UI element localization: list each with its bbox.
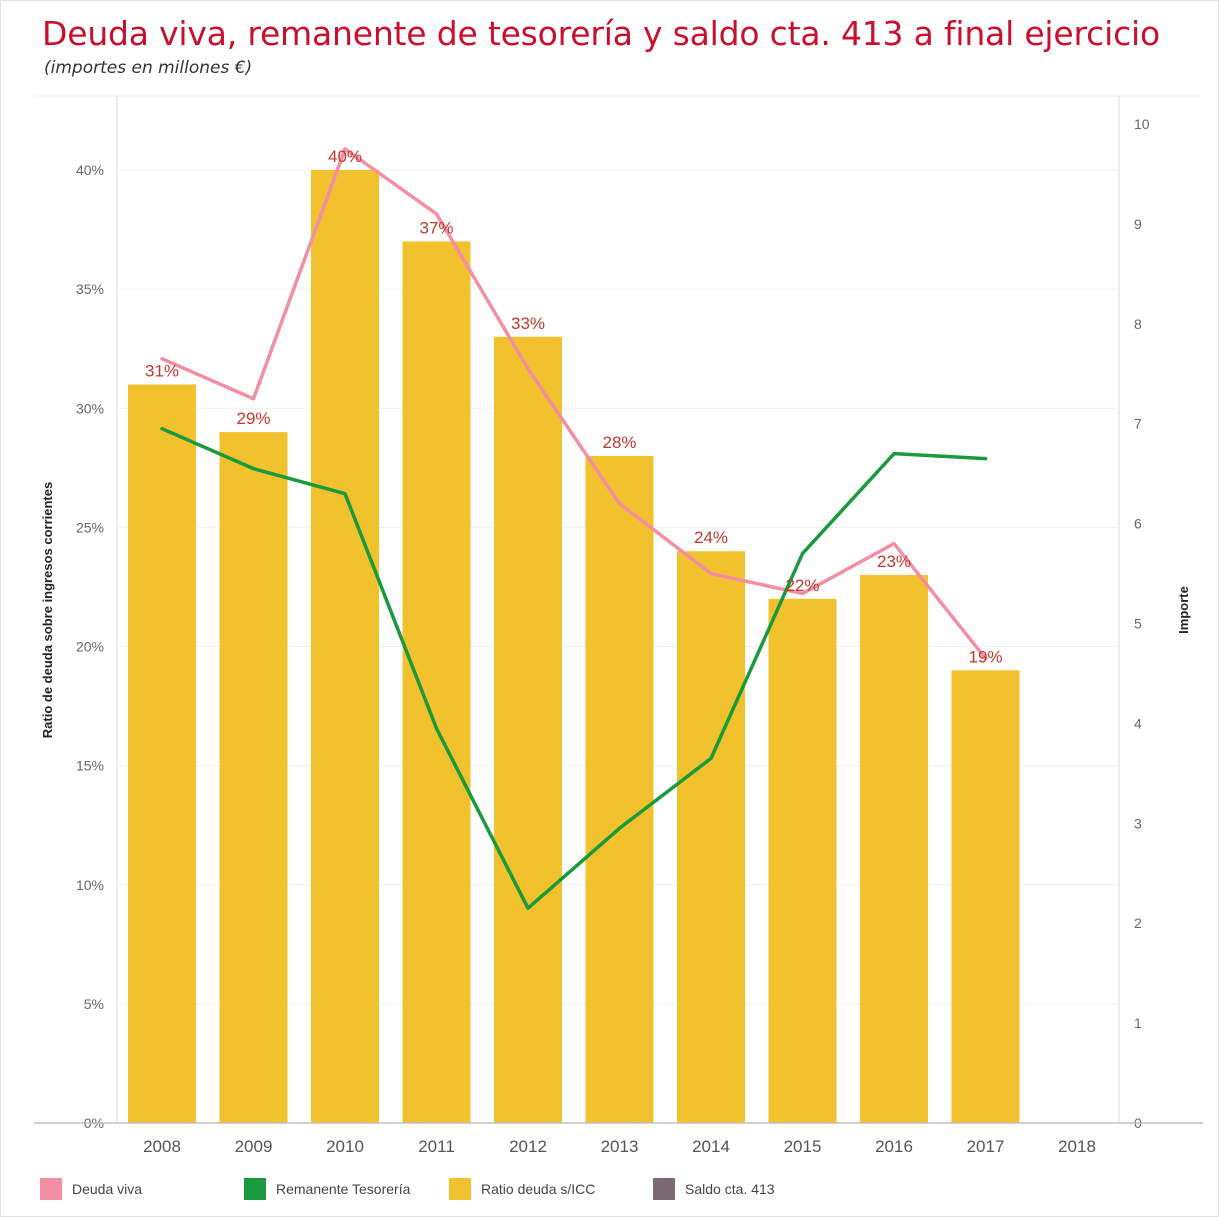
left-tick-label: 25% bbox=[76, 519, 104, 535]
legend-swatch bbox=[653, 1178, 675, 1200]
chart-title: Deuda viva, remanente de tesorería y sal… bbox=[42, 14, 1160, 53]
x-tick-label: 2011 bbox=[418, 1137, 455, 1156]
left-tick-label: 5% bbox=[84, 996, 104, 1012]
bar-2008[interactable] bbox=[128, 384, 196, 1123]
legend-label: Saldo cta. 413 bbox=[685, 1181, 775, 1197]
left-tick-label: 40% bbox=[76, 162, 104, 178]
bar-2012[interactable] bbox=[494, 336, 562, 1123]
bar-2015[interactable] bbox=[768, 598, 837, 1123]
bar-data-label: 33% bbox=[511, 314, 545, 333]
bar-data-label: 22% bbox=[785, 576, 819, 595]
left-tick-label: 30% bbox=[76, 400, 104, 416]
x-tick-label: 2018 bbox=[1058, 1137, 1096, 1156]
bar-data-label: 40% bbox=[328, 147, 362, 166]
bar-data-label: 31% bbox=[145, 361, 179, 380]
legend-item[interactable]: Ratio deuda s/ICC bbox=[449, 1178, 595, 1200]
right-axis-title: Importe bbox=[1176, 586, 1191, 634]
bar-2009[interactable] bbox=[219, 432, 288, 1123]
right-tick-label: 2 bbox=[1134, 915, 1142, 931]
bar-2010[interactable] bbox=[311, 170, 379, 1123]
legend-label: Deuda viva bbox=[72, 1181, 143, 1197]
bar-data-label: 24% bbox=[694, 528, 728, 547]
x-tick-label: 2012 bbox=[509, 1137, 547, 1156]
legend-item[interactable]: Saldo cta. 413 bbox=[653, 1178, 775, 1200]
legend-item[interactable]: Deuda viva bbox=[40, 1178, 142, 1200]
x-tick-label: 2008 bbox=[143, 1137, 181, 1156]
right-tick-label: 8 bbox=[1134, 316, 1142, 332]
x-tick-label: 2013 bbox=[601, 1137, 639, 1156]
line-remanente-tesorer-a[interactable] bbox=[160, 426, 988, 910]
legend-label: Remanente Tesorería bbox=[276, 1181, 411, 1197]
legend-swatch bbox=[244, 1178, 266, 1200]
right-tick-label: 10 bbox=[1134, 116, 1150, 132]
x-tick-label: 2010 bbox=[326, 1137, 364, 1156]
bar-data-label: 28% bbox=[602, 433, 636, 452]
x-tick-label: 2015 bbox=[784, 1137, 822, 1156]
right-tick-label: 1 bbox=[1134, 1015, 1142, 1031]
axes: 0%5%10%15%20%25%30%35%40%012345678910200… bbox=[34, 116, 1203, 1156]
bars bbox=[128, 170, 1020, 1124]
line-deuda-viva[interactable] bbox=[160, 147, 988, 661]
right-tick-label: 5 bbox=[1134, 616, 1142, 632]
x-tick-label: 2009 bbox=[235, 1137, 273, 1156]
chart-subtitle: (importes en millones €) bbox=[44, 58, 253, 78]
left-tick-label: 15% bbox=[76, 758, 104, 774]
right-tick-label: 7 bbox=[1134, 416, 1142, 432]
left-axis-title: Ratio de deuda sobre ingresos corrientes bbox=[40, 482, 55, 738]
right-tick-label: 3 bbox=[1134, 815, 1142, 831]
legend-item[interactable]: Remanente Tesorería bbox=[244, 1178, 410, 1200]
bar-2013[interactable] bbox=[585, 455, 654, 1123]
left-tick-label: 35% bbox=[76, 281, 104, 297]
right-tick-label: 6 bbox=[1134, 516, 1142, 532]
legend-swatch bbox=[40, 1178, 62, 1200]
left-tick-label: 20% bbox=[76, 639, 104, 655]
bar-data-label: 19% bbox=[968, 647, 1002, 666]
x-tick-label: 2016 bbox=[875, 1137, 913, 1156]
bar-data-label: 29% bbox=[236, 409, 270, 428]
legend: Deuda viva Remanente Tesorería Ratio deuda… bbox=[0, 1178, 1219, 1208]
x-tick-label: 2014 bbox=[692, 1137, 730, 1156]
data-labels: 31% 29% 40% 37% 33% 28% 24% 22% 23% 19% bbox=[145, 147, 1003, 666]
bar-2011[interactable] bbox=[402, 241, 471, 1124]
bar-2017[interactable] bbox=[951, 670, 1020, 1123]
bar-2016[interactable] bbox=[860, 575, 928, 1123]
legend-label: Ratio deuda s/ICC bbox=[481, 1181, 596, 1197]
x-tick-label: 2017 bbox=[967, 1137, 1005, 1156]
left-tick-label: 10% bbox=[76, 877, 104, 893]
bar-data-label: 37% bbox=[419, 218, 453, 237]
series-lines bbox=[160, 147, 988, 910]
right-tick-label: 9 bbox=[1134, 216, 1142, 232]
bar-data-label: 23% bbox=[877, 552, 911, 571]
right-tick-label: 4 bbox=[1134, 715, 1142, 731]
legend-swatch bbox=[449, 1178, 471, 1200]
bar-2014[interactable] bbox=[677, 551, 745, 1123]
